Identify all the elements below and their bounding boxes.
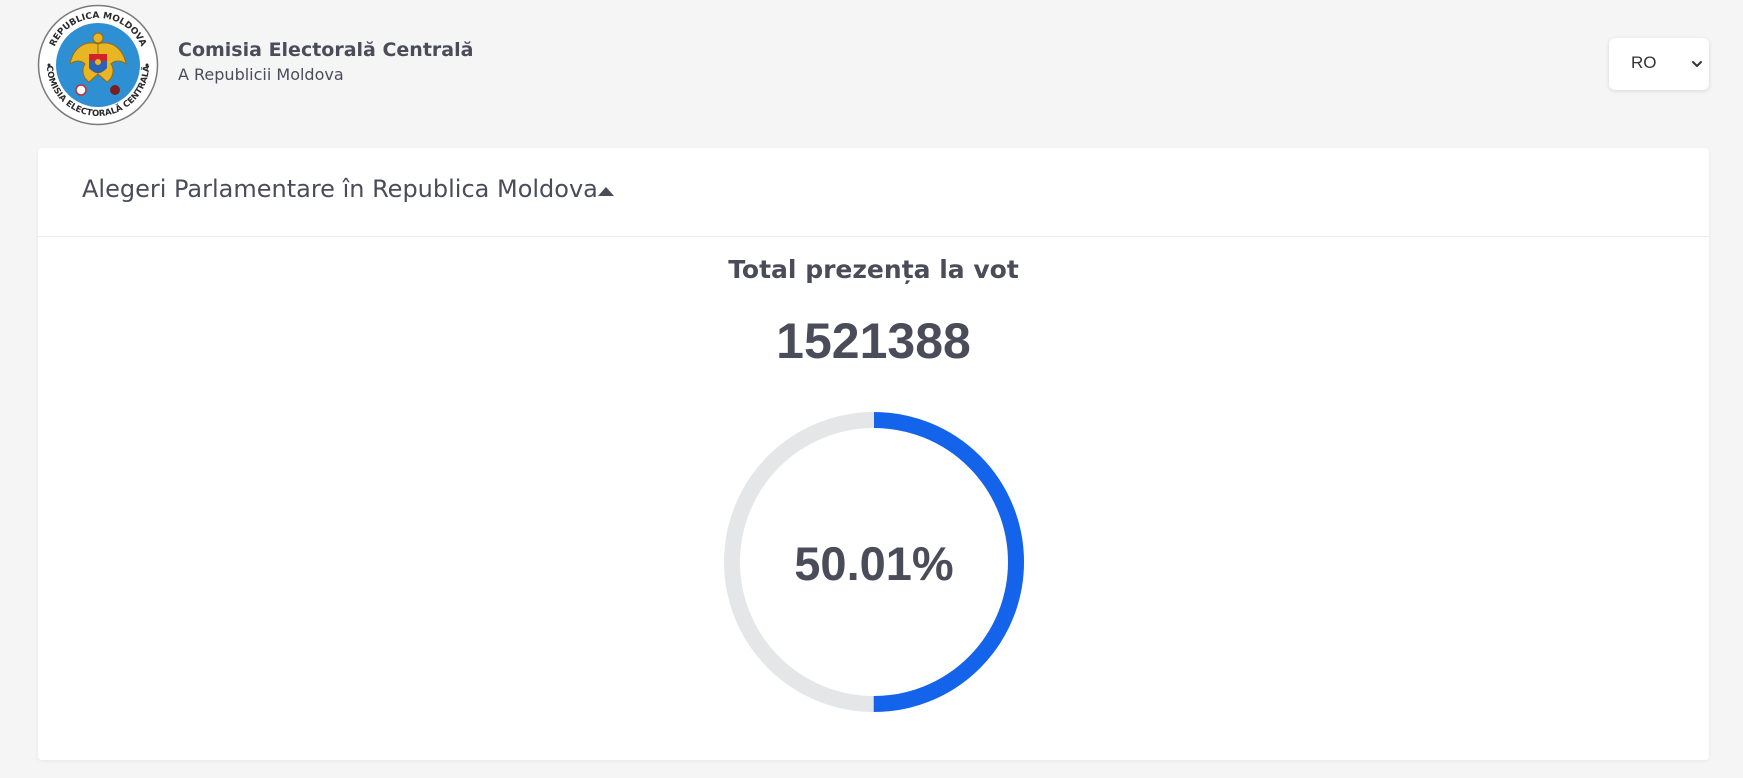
site-title: Comisia Electorală Centrală — [178, 39, 474, 61]
cec-logo-icon[interactable]: REPUBLICA MOLDOVA COMISIA ELECTORALĂ CEN… — [37, 4, 159, 126]
site-subtitle: A Republicii Moldova — [178, 65, 344, 84]
site-header: REPUBLICA MOLDOVA COMISIA ELECTORALĂ CEN… — [0, 0, 1743, 130]
chevron-down-icon — [1692, 61, 1702, 67]
turnout-percent: 50.01% — [794, 537, 954, 590]
language-select[interactable]: RO — [1609, 38, 1709, 90]
election-title: Alegeri Parlamentare în Republica Moldov… — [82, 175, 598, 203]
turnout-total: 1521388 — [776, 313, 971, 369]
turnout-gauge — [724, 412, 1024, 712]
election-panel: Alegeri Parlamentare în Republica Moldov… — [38, 148, 1709, 760]
caret-up-icon — [598, 187, 614, 196]
language-select-value: RO — [1631, 53, 1657, 72]
election-panel-toggle[interactable]: Alegeri Parlamentare în Republica Moldov… — [38, 148, 1709, 237]
turnout-label: Total prezența la vot — [728, 255, 1019, 284]
gauge-fill — [724, 412, 1024, 712]
